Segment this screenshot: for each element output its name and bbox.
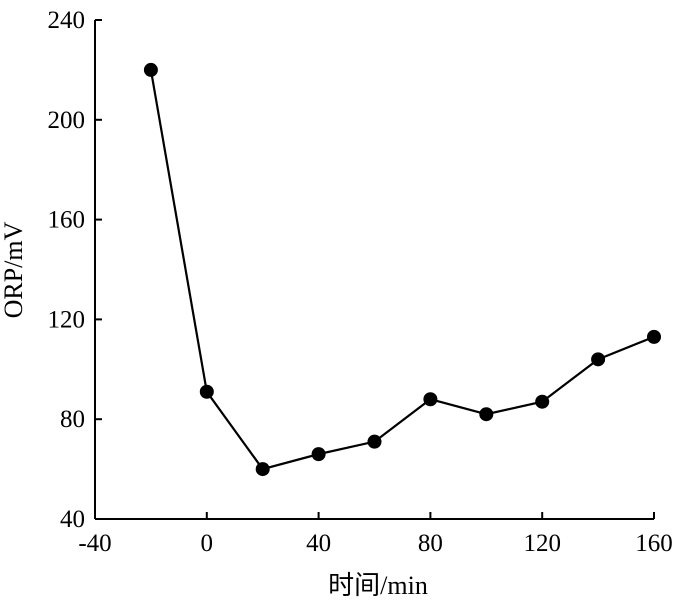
- y-axis-title: ORP/mV: [0, 221, 28, 318]
- data-point: [367, 434, 382, 449]
- series-line: [149, 69, 655, 471]
- data-point: [535, 394, 550, 409]
- x-tick-label: -40: [78, 530, 111, 557]
- x-axis-title: 时间/min: [328, 571, 428, 600]
- x-tick-label: 80: [418, 530, 443, 557]
- axis-ticks: 40 80 120 160 200 240 -40 0 40 80 120 160: [48, 7, 673, 557]
- y-tick-label: 240: [48, 7, 86, 34]
- data-point: [255, 462, 270, 477]
- y-tick-label: 200: [48, 107, 86, 134]
- data-point: [479, 407, 494, 422]
- data-point: [143, 62, 158, 77]
- data-point: [199, 384, 214, 399]
- data-point: [311, 447, 326, 462]
- y-tick-label: 80: [60, 406, 85, 433]
- x-tick-label: 160: [635, 530, 673, 557]
- data-point: [423, 392, 438, 407]
- y-tick-label: 120: [48, 306, 86, 333]
- data-point: [647, 329, 661, 344]
- x-tick-label: 120: [523, 530, 561, 557]
- y-tick-label: 160: [48, 207, 86, 234]
- axes: [94, 20, 654, 520]
- data-point: [591, 352, 606, 367]
- x-tick-label: 40: [306, 530, 331, 557]
- data-series: [143, 62, 661, 477]
- y-tick-label: 40: [60, 506, 85, 533]
- x-tick-label: 0: [201, 530, 214, 557]
